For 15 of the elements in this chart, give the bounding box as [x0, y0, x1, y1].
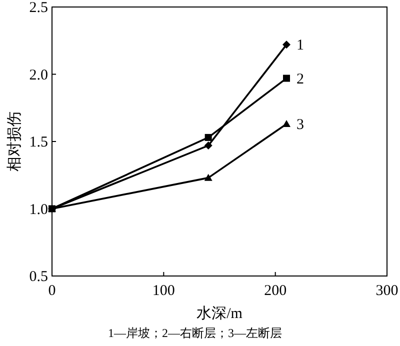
series-label: 3	[296, 117, 304, 134]
x-tick-label: 200	[264, 283, 287, 299]
text: 1—岸坡；2—右断层；3—左断层	[108, 326, 282, 340]
y-tick-label: 2.5	[29, 0, 48, 16]
series-label: 2	[296, 71, 304, 88]
y-tick-label: 0.5	[29, 269, 48, 285]
x-axis-title: 水深/m	[196, 305, 243, 322]
y-tick-label: 2.0	[29, 67, 48, 84]
y-tick-label: 1.0	[29, 202, 48, 218]
series-label: 1	[296, 38, 304, 54]
y-axis-title: 相对损伤	[6, 112, 23, 172]
y-tick-label: 1.5	[29, 134, 48, 150]
x-tick-label: 300	[376, 283, 398, 299]
x-tick-label: 0	[48, 283, 56, 299]
x-tick-label: 100	[152, 283, 175, 299]
